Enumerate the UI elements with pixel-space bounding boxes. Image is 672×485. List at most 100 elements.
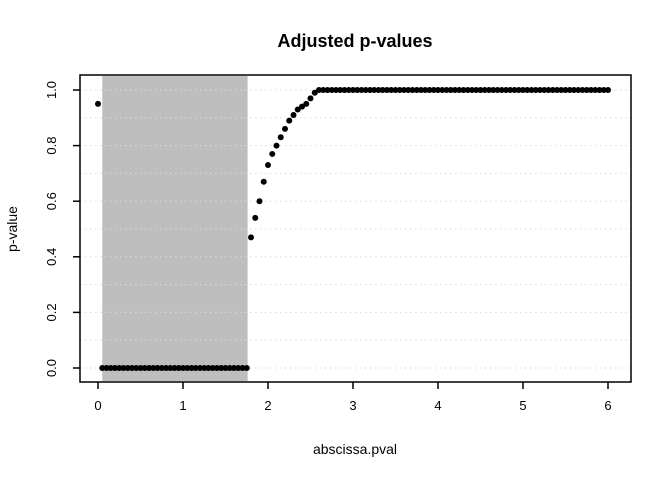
data-point (107, 365, 114, 371)
data-point (554, 87, 560, 93)
data-point (503, 87, 509, 93)
data-point (545, 87, 552, 93)
data-point (532, 87, 539, 93)
data-point (154, 365, 161, 371)
data-point (469, 87, 475, 93)
data-point (133, 365, 140, 371)
y-tick-label: 1.0 (44, 81, 59, 99)
data-point (103, 365, 110, 371)
data-point (116, 365, 123, 371)
data-point (192, 365, 199, 371)
x-tick-label: 6 (604, 398, 611, 413)
data-point (375, 87, 382, 93)
chart-title: Adjusted p-values (277, 31, 432, 51)
data-point (158, 365, 165, 371)
data-point (528, 87, 535, 93)
data-point (490, 87, 497, 93)
data-point (350, 87, 356, 93)
data-point (426, 87, 433, 93)
data-point (422, 87, 429, 93)
data-point (307, 95, 314, 102)
data-point (439, 87, 446, 93)
data-point (248, 234, 254, 241)
y-tick-label: 0.6 (44, 192, 59, 210)
data-point (222, 365, 229, 371)
x-axis-label: abscissa.pval (313, 441, 397, 457)
y-axis-label: p-value (4, 206, 20, 252)
data-point (273, 142, 280, 149)
data-point (562, 87, 569, 93)
data-point (260, 178, 267, 185)
data-point (311, 89, 318, 96)
data-point (282, 125, 288, 132)
data-point (124, 365, 131, 371)
data-point (141, 365, 148, 371)
data-point (328, 87, 335, 93)
data-point (341, 87, 348, 93)
data-point (95, 100, 101, 107)
data-point (129, 365, 135, 371)
data-point (99, 365, 106, 371)
data-point (214, 365, 220, 371)
data-point (137, 365, 144, 371)
data-point (460, 87, 467, 93)
data-point (447, 87, 454, 93)
data-point (167, 365, 174, 371)
data-point (290, 112, 297, 119)
y-tick-label: 0.8 (44, 137, 59, 155)
data-point (252, 214, 259, 221)
data-point (299, 103, 305, 110)
data-point (388, 87, 395, 93)
data-point (239, 365, 246, 371)
data-point (494, 87, 501, 93)
data-point (243, 365, 250, 371)
data-point (511, 87, 518, 93)
data-point (498, 87, 505, 93)
data-point (184, 365, 191, 371)
data-point (384, 87, 390, 93)
data-points-layer (95, 87, 611, 371)
data-point (592, 87, 599, 93)
data-point (600, 87, 607, 93)
data-point (473, 87, 480, 93)
data-point (150, 365, 157, 371)
data-point (549, 87, 556, 93)
data-point (520, 87, 526, 93)
data-point (226, 365, 233, 371)
data-point (558, 87, 565, 93)
data-point (477, 87, 484, 93)
y-tick-label: 0.2 (44, 303, 59, 321)
data-point (197, 365, 203, 371)
x-tick-label: 3 (349, 398, 356, 413)
x-tick-label: 4 (434, 398, 441, 413)
data-point (358, 87, 365, 93)
data-point (579, 87, 586, 93)
data-point (413, 87, 420, 93)
data-point (146, 365, 152, 371)
data-point (235, 365, 242, 371)
data-point (396, 87, 403, 93)
data-point (452, 87, 458, 93)
data-point (456, 87, 463, 93)
data-point (171, 365, 178, 371)
data-point (392, 87, 399, 93)
data-point (163, 365, 169, 371)
data-point (205, 365, 212, 371)
data-point (464, 87, 471, 93)
data-point (175, 365, 182, 371)
axes-layer: 0 1 2 3 4 5 6 0.0 0.2 0.4 0.6 0.8 1.0 (44, 81, 612, 413)
data-point (354, 87, 361, 93)
data-point (481, 87, 488, 93)
data-point (588, 87, 594, 93)
data-point (218, 365, 225, 371)
data-point (430, 87, 437, 93)
data-point (269, 150, 276, 157)
data-point (596, 87, 603, 93)
data-point (537, 87, 543, 93)
data-point (188, 365, 195, 371)
data-point (209, 365, 216, 371)
data-point (277, 134, 284, 141)
x-tick-label: 1 (179, 398, 186, 413)
